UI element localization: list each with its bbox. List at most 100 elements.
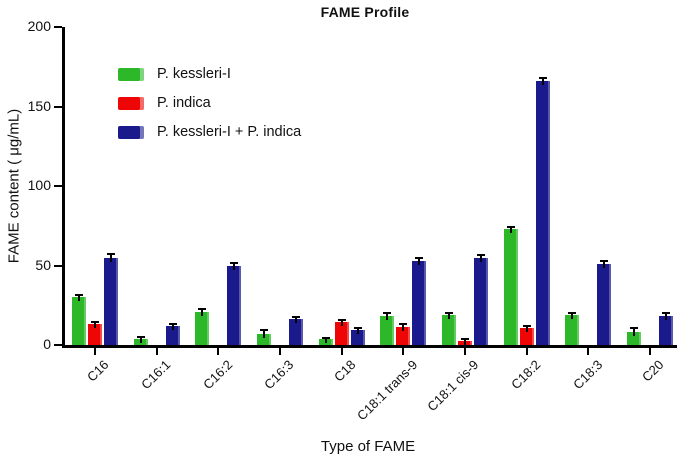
error-bar-line — [263, 331, 265, 338]
error-bar-cap — [399, 322, 408, 325]
x-axis-label: Type of FAME — [320, 438, 416, 455]
x-tick-mark — [217, 348, 220, 355]
y-tick-label: 50 — [35, 256, 51, 273]
bar — [380, 312, 395, 345]
bar — [195, 308, 210, 345]
legend-swatch — [118, 96, 144, 110]
x-tick-label: C20 — [639, 357, 667, 385]
error-bar-cap — [538, 76, 547, 79]
x-tick-mark — [94, 348, 96, 355]
error-bar-line — [509, 227, 512, 233]
legend-label: P. kessleri-I + P. indica — [157, 124, 302, 140]
bar — [535, 76, 550, 345]
error-bar-cap — [506, 225, 515, 228]
error-bar-line — [78, 295, 80, 302]
legend-swatch — [118, 67, 144, 81]
error-bar-line — [139, 337, 142, 343]
bar — [474, 253, 489, 345]
y-tick-mark — [54, 344, 62, 346]
x-tick-label: C16:1 — [138, 357, 174, 393]
y-tick-mark — [54, 105, 62, 108]
error-bar-cap — [461, 337, 470, 340]
bar — [72, 293, 86, 345]
chart-title: FAME Profile — [320, 4, 410, 20]
error-bar-line — [233, 264, 236, 270]
error-bar-line — [541, 78, 544, 86]
bar — [133, 335, 148, 345]
error-bar-line — [201, 310, 204, 316]
error-bar-cap — [321, 336, 330, 339]
legend-item: P. indica — [118, 93, 301, 113]
bar — [334, 319, 349, 345]
bar — [289, 315, 303, 345]
bar-group-C16 — [72, 253, 118, 345]
bar — [627, 327, 642, 345]
bar — [318, 336, 333, 345]
error-bar-cap — [477, 253, 486, 256]
x-tick-label: C16:3 — [261, 357, 297, 393]
y-tick-label: 100 — [27, 177, 51, 194]
error-bar-line — [464, 339, 467, 345]
error-bar-cap — [292, 315, 300, 318]
bar-group-C16:3 — [257, 315, 303, 345]
error-bar-line — [171, 324, 174, 330]
x-tick-label: C18:1 cis-9 — [424, 357, 482, 415]
bar — [350, 326, 365, 345]
bar — [104, 253, 118, 345]
error-bar-cap — [415, 256, 424, 259]
error-bar-cap — [383, 312, 392, 315]
error-bar-cap — [445, 311, 454, 314]
error-bar-line — [480, 255, 483, 262]
error-bar-line — [340, 321, 343, 326]
bar — [519, 325, 534, 345]
bar — [458, 337, 473, 345]
error-bar-line — [110, 255, 112, 262]
bar — [412, 256, 427, 345]
error-bar-cap — [198, 308, 207, 311]
error-bar-line — [448, 313, 451, 319]
error-bar-cap — [600, 260, 609, 263]
x-tick-mark — [155, 348, 158, 355]
x-tick-mark — [402, 348, 405, 355]
error-bar-cap — [662, 312, 671, 315]
bar-group-C16:2 — [195, 262, 242, 345]
x-tick-mark — [587, 348, 590, 355]
error-bar-line — [633, 329, 636, 336]
x-tick-label: C18:3 — [569, 357, 605, 393]
error-bar-cap — [91, 321, 99, 324]
error-bar-cap — [107, 253, 115, 256]
y-tick-label: 0 — [43, 336, 51, 353]
error-bar-line — [525, 327, 528, 333]
error-bar-line — [603, 262, 606, 268]
legend-label: P. kessleri-I — [157, 66, 231, 82]
error-bar-line — [418, 258, 421, 265]
x-tick-label: C18 — [330, 357, 359, 385]
x-tick-mark — [279, 348, 281, 355]
bar — [396, 322, 411, 345]
error-bar-cap — [353, 326, 362, 329]
bar-group-C18:1 trans-9 — [380, 256, 427, 345]
legend-item: P. kessleri-I + P. indica — [118, 122, 301, 142]
x-tick-mark — [649, 348, 652, 355]
error-bar-cap — [630, 327, 639, 330]
bar — [227, 262, 242, 345]
x-tick-mark — [464, 348, 467, 355]
bar-group-C18:2 — [503, 76, 550, 345]
x-tick-mark — [525, 348, 528, 355]
error-bar-line — [665, 314, 668, 320]
bar-group-C18:3 — [565, 260, 612, 345]
y-tick-mark — [54, 264, 62, 267]
bar — [597, 260, 612, 345]
error-bar-cap — [136, 335, 145, 338]
error-bar-line — [386, 314, 389, 321]
error-bar-line — [94, 323, 96, 329]
bar-group-C16:1 — [133, 322, 180, 345]
y-tick-label: 200 — [27, 18, 51, 35]
error-bar-cap — [337, 319, 346, 321]
x-tick-label: C16 — [84, 357, 112, 385]
error-bar-cap — [168, 322, 177, 325]
bar — [165, 322, 180, 345]
x-tick-label: C16:2 — [199, 357, 235, 393]
bar-group-C18 — [318, 319, 365, 345]
